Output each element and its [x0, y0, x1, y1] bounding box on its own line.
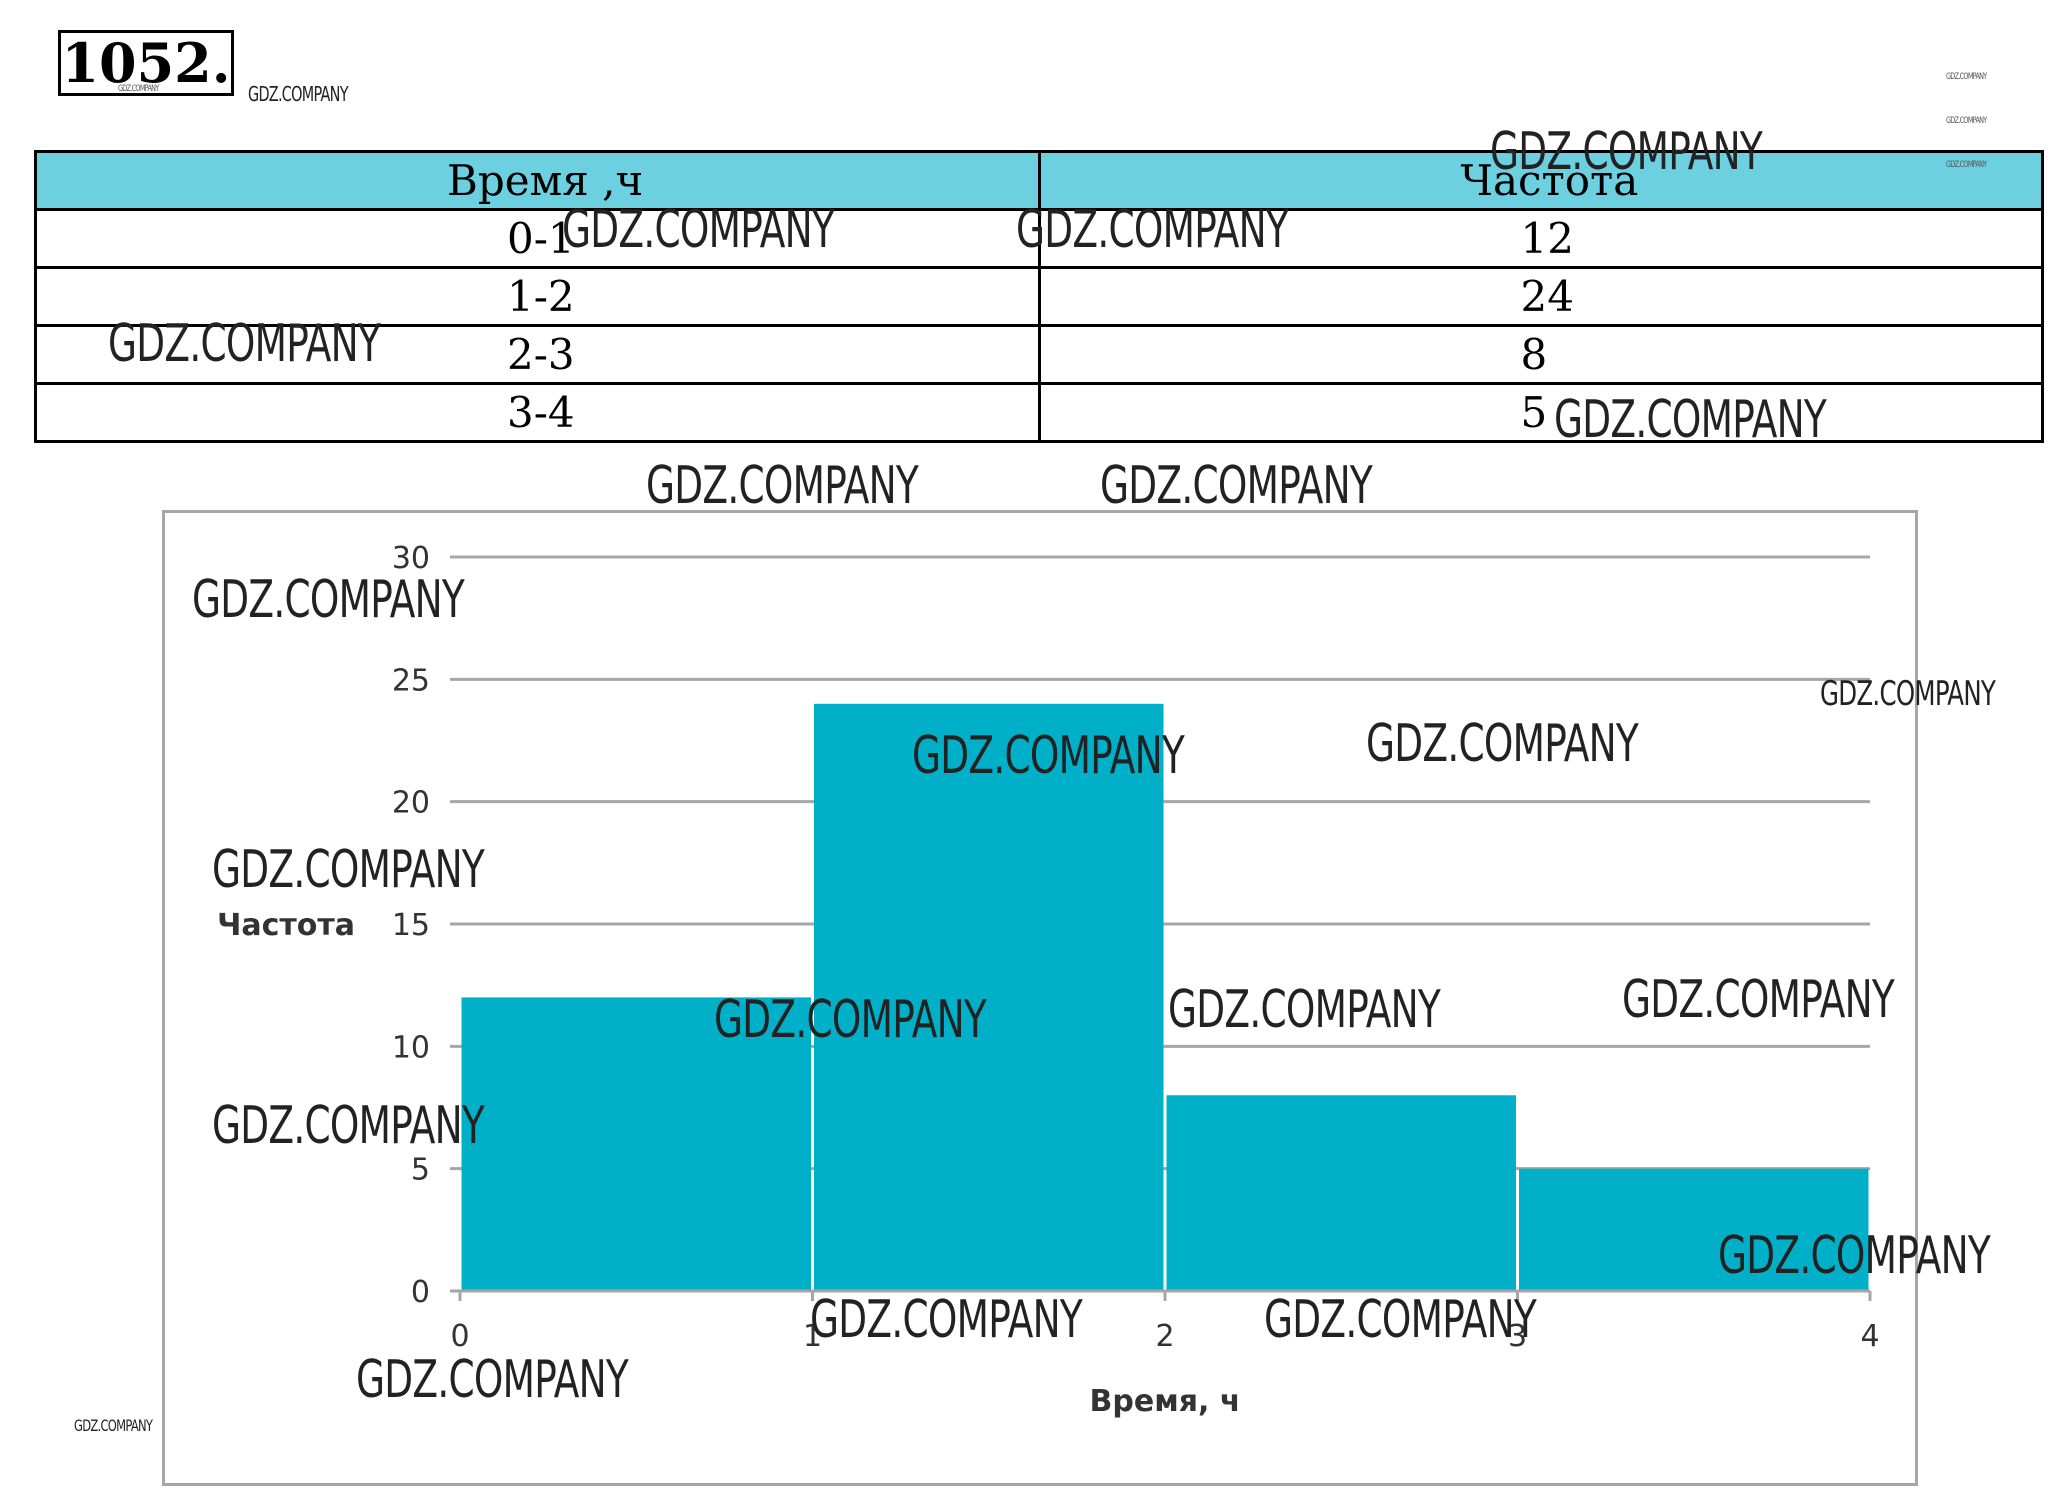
watermark: GDZ.COMPANY — [1820, 674, 1996, 714]
histogram-bar — [1519, 1168, 1869, 1291]
watermark: GDZ.COMPANY — [118, 84, 159, 94]
frequency-table: Время ,ч Частота 0-1 12 1-2 24 2-3 8 3-4… — [34, 150, 2044, 443]
table-header-row: Время ,ч Частота — [34, 150, 2044, 211]
y-tick-label: 15 — [392, 908, 430, 943]
histogram-bar — [814, 703, 1164, 1291]
watermark: GDZ.COMPANY — [248, 82, 348, 106]
y-tick-label: 20 — [392, 786, 430, 821]
x-tick-label: 4 — [1860, 1319, 1879, 1354]
table-row: 1-2 24 — [34, 266, 2044, 327]
y-axis-title: Частота — [217, 908, 355, 943]
watermark: GDZ.COMPANY — [1264, 1290, 1537, 1350]
watermark: GDZ.COMPANY — [212, 1096, 485, 1156]
y-tick-label: 30 — [392, 541, 430, 576]
watermark: GDZ.COMPANY — [1554, 390, 1827, 450]
cell-frequency: 12 — [1037, 208, 2044, 269]
watermark: GDZ.COMPANY — [1946, 160, 1987, 170]
watermark: GDZ.COMPANY — [192, 570, 465, 630]
y-tick-label: 0 — [411, 1275, 430, 1310]
y-tick-label: 25 — [392, 663, 430, 698]
cell-time: 1-2 — [34, 266, 1041, 327]
histogram-chart: 0 5 10 15 20 25 30 0 1 2 3 4 Время, ч Частота — [162, 510, 1918, 1486]
watermark: GDZ.COMPANY — [108, 314, 381, 374]
watermark: GDZ.COMPANY — [1168, 980, 1441, 1040]
watermark: GDZ.COMPANY — [912, 726, 1185, 786]
x-tick-label: 0 — [450, 1319, 469, 1354]
watermark: GDZ.COMPANY — [562, 200, 835, 260]
cell-frequency: 24 — [1037, 266, 2044, 327]
watermark: GDZ.COMPANY — [1016, 200, 1289, 260]
header-time: Время ,ч — [34, 150, 1041, 211]
y-tick-label: 5 — [411, 1153, 430, 1188]
watermark: GDZ.COMPANY — [212, 840, 485, 900]
x-tick-label: 3 — [1508, 1319, 1527, 1354]
watermark: GDZ.COMPANY — [1622, 970, 1895, 1030]
watermark: GDZ.COMPANY — [1946, 72, 1987, 82]
cell-frequency: 8 — [1037, 324, 2044, 385]
watermark: GDZ.COMPANY — [1366, 714, 1639, 774]
x-tick-label: 1 — [803, 1319, 822, 1354]
x-axis-title: Время, ч — [1090, 1384, 1241, 1419]
watermark: GDZ.COMPANY — [1490, 122, 1763, 182]
header-frequency: Частота — [1037, 150, 2044, 211]
watermark: GDZ.COMPANY — [1946, 116, 1987, 126]
y-tick-label: 10 — [392, 1030, 430, 1065]
watermark: GDZ.COMPANY — [646, 456, 919, 516]
problem-number: 1052. — [58, 30, 234, 96]
histogram-svg: 0 5 10 15 20 25 30 0 1 2 3 4 Время, ч Частота — [217, 541, 1879, 1419]
histogram-bar — [461, 997, 811, 1291]
cell-frequency: 5 — [1037, 382, 2044, 443]
watermark: GDZ.COMPANY — [714, 990, 987, 1050]
watermark: GDZ.COMPANY — [356, 1350, 629, 1410]
cell-time: 0-1 — [34, 208, 1041, 269]
histogram-bar — [1166, 1095, 1516, 1291]
watermark: GDZ.COMPANY — [810, 1290, 1083, 1350]
table-row: 2-3 8 — [34, 324, 2044, 385]
cell-time: 3-4 — [34, 382, 1041, 443]
cell-time: 2-3 — [34, 324, 1041, 385]
table-row: 3-4 5 — [34, 382, 2044, 443]
watermark: GDZ.COMPANY — [74, 1416, 153, 1435]
watermark: GDZ.COMPANY — [1718, 1226, 1991, 1286]
x-tick-label: 2 — [1155, 1319, 1174, 1354]
watermark: GDZ.COMPANY — [1100, 456, 1373, 516]
table-row: 0-1 12 — [34, 208, 2044, 269]
